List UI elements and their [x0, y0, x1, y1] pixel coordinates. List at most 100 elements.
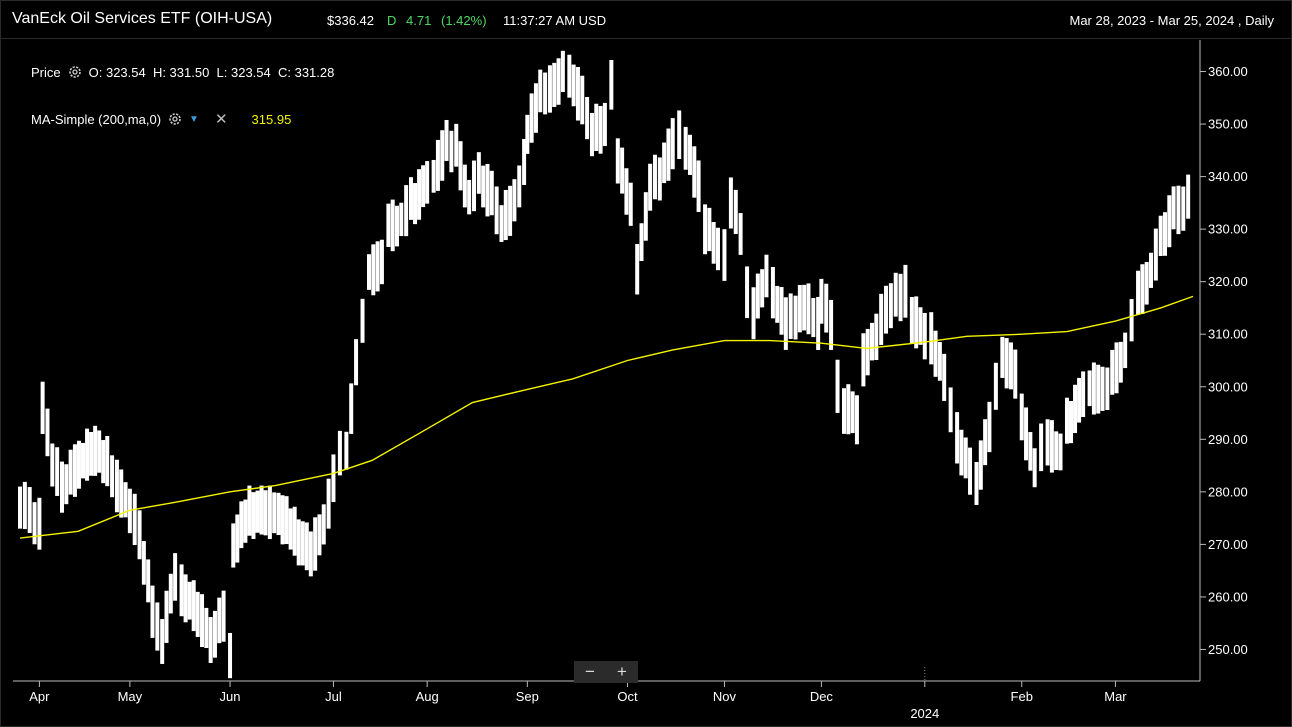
- price-bar: [267, 485, 272, 540]
- price-bar: [1069, 401, 1074, 444]
- ma-legend-label: MA-Simple (200,ma,0): [31, 111, 162, 127]
- gear-icon[interactable]: [167, 111, 183, 127]
- price-bar: [879, 293, 884, 345]
- price-bar: [155, 602, 160, 651]
- price-bar: [779, 287, 784, 335]
- quote-time: 11:37:27 AM USD: [503, 13, 607, 28]
- x-tick-label: May: [118, 689, 143, 704]
- price-bar: [666, 128, 671, 181]
- x-year-label: 2024: [910, 706, 939, 721]
- price-change-percent: (1.42%): [441, 13, 487, 28]
- price-bar: [1049, 420, 1054, 473]
- price-bar: [567, 54, 572, 98]
- price-bar: [556, 58, 561, 105]
- chevron-down-icon[interactable]: ▼: [189, 113, 199, 125]
- chart-header: VanEck Oil Services ETF (OIH-USA) $336.4…: [0, 0, 1292, 39]
- price-bar: [386, 203, 391, 247]
- price-bar: [76, 440, 81, 489]
- price-bar: [89, 431, 94, 476]
- price-bar: [390, 199, 395, 252]
- y-tick-label: 360.00: [1208, 64, 1248, 79]
- price-bar: [893, 272, 898, 317]
- price-bar: [409, 177, 413, 220]
- x-tick-label: Apr: [29, 689, 50, 704]
- price-bar: [371, 244, 376, 296]
- price-bar: [1100, 366, 1105, 411]
- ma-value: 315.95: [251, 111, 292, 127]
- price-bar: [308, 531, 313, 577]
- price-bar: [711, 222, 716, 264]
- price-bar: [552, 62, 557, 108]
- price-bar: [522, 139, 527, 185]
- price-bar: [764, 254, 769, 298]
- zoom-in-button[interactable]: +: [617, 662, 627, 681]
- price-bar: [168, 573, 173, 614]
- price-bar: [292, 506, 297, 556]
- price-bar: [1114, 342, 1119, 394]
- date-range[interactable]: Mar 28, 2023 - Mar 25, 2024 , Daily: [1069, 13, 1275, 28]
- price-bar: [37, 497, 42, 550]
- price-bar: [379, 239, 384, 285]
- price-bar: [677, 110, 682, 159]
- y-axis: 250.00 260.00 270.00 280.00 290.00 300.00 310.…: [1199, 40, 1248, 681]
- price-bar: [692, 146, 697, 198]
- price-bar: [816, 296, 821, 350]
- price-bar: [918, 307, 923, 345]
- price-bar: [146, 559, 151, 603]
- price-bar: [733, 189, 738, 235]
- price-bar: [1045, 419, 1050, 466]
- price-bar: [662, 142, 667, 184]
- price-bar: [1105, 367, 1110, 411]
- price-bar: [399, 202, 404, 237]
- price-bar: [503, 189, 508, 241]
- price-bar: [141, 540, 146, 585]
- last-price: $336.42: [327, 13, 374, 28]
- price-bar: [635, 244, 640, 295]
- price-bar: [628, 182, 633, 226]
- price-bar: [467, 179, 472, 215]
- price-bar: [775, 285, 780, 323]
- y-tick-label: 340.00: [1208, 169, 1248, 184]
- price-bar: [738, 213, 743, 255]
- price-bar: [337, 430, 342, 476]
- price-bar: [123, 482, 128, 518]
- price-bar: [263, 490, 268, 536]
- close-icon[interactable]: ✕: [214, 111, 228, 128]
- price-bar: [670, 118, 675, 170]
- price-bar: [783, 297, 788, 350]
- price-bar: [696, 160, 701, 212]
- price-bar: [1129, 299, 1134, 342]
- instrument-title: VanEck Oil Services ETF (OIH-USA): [12, 10, 273, 27]
- price-bar: [72, 444, 77, 497]
- price-bar: [284, 496, 289, 545]
- price-bar: [1028, 432, 1033, 471]
- price-bar: [538, 69, 543, 113]
- price-bar: [425, 161, 430, 204]
- price-bar: [806, 283, 811, 335]
- price-bar: [1000, 336, 1005, 378]
- zoom-out-button[interactable]: −: [585, 662, 595, 681]
- price-bar: [512, 179, 517, 222]
- gear-icon[interactable]: [67, 64, 83, 80]
- price-bar: [50, 443, 55, 487]
- price-bar: [745, 266, 750, 319]
- price-bar: [978, 440, 983, 490]
- price-bar: [27, 487, 32, 534]
- price-bar: [1176, 185, 1181, 235]
- price-bar: [797, 284, 802, 333]
- price-bar: [394, 205, 399, 247]
- price-bar: [922, 312, 927, 360]
- price-bar: [955, 412, 960, 464]
- price-bar: [204, 607, 209, 649]
- price-bar: [68, 449, 73, 495]
- price-bar: [64, 464, 69, 505]
- price-bar: [1039, 423, 1044, 472]
- price-bar: [657, 157, 662, 201]
- price-bar: [533, 83, 538, 133]
- price-bar: [472, 160, 477, 212]
- price-bars: [18, 50, 1191, 679]
- price-bar: [1181, 186, 1186, 231]
- price-bar: [620, 147, 625, 194]
- price-bar: [239, 501, 244, 549]
